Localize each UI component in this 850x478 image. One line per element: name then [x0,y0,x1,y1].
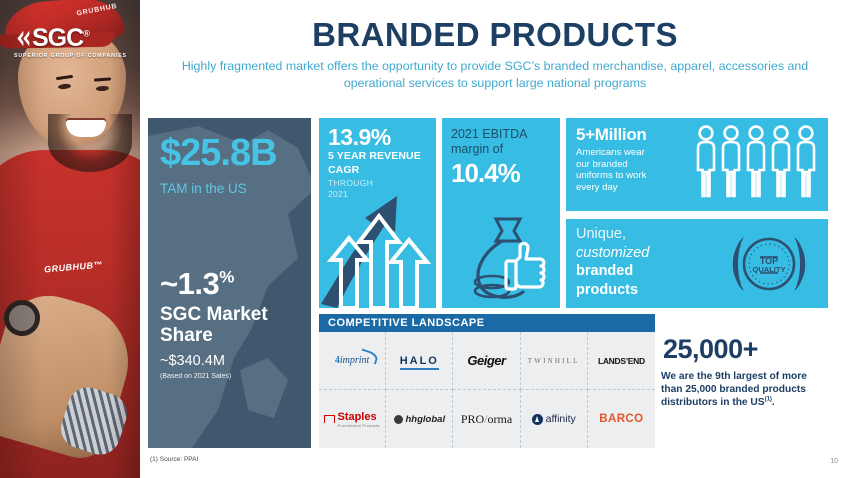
million-sub-line1: Americans wear [576,147,645,158]
logo-twinhill: TWINHILL [527,356,580,365]
competitor-logo-grid: 4imprint HALO Geiger TWINHILL LANDS’END … [319,332,655,448]
market-share-block: ~1.3% SGC Market Share ~$340.4M (Based o… [160,268,301,380]
distributors-footnote-marker: (1) [764,396,772,403]
ebitda-value: 10.4% [451,157,521,188]
share-value: ~1.3% [160,266,234,301]
logo-geiger: Geiger [467,353,506,368]
million-text-block: 5+Million Americans wear our branded uni… [576,126,691,193]
distributors-text: We are the 9th largest of more than 25,0… [661,370,828,409]
page-title: BRANDED PRODUCTS [312,16,678,53]
share-note: (Based on 2021 Sales) [160,372,232,380]
photo-smile [66,120,106,137]
competitor-cell-staples: Staples Promotional Products [319,390,387,448]
staples-bracket-icon [324,415,336,423]
logo-proforma: PRO/orma [460,411,513,426]
unique-line2: customized [576,244,650,261]
logo-affinity: affinity [531,413,576,425]
tile-competitive-landscape: COMPETITIVE LANDSCAPE 4imprint HALO Geig… [319,314,655,448]
money-bag-thumbs-up-icon [473,217,546,299]
logo-4imprint: 4imprint [335,348,380,366]
cagr-value: 13.9% [328,124,391,150]
competitor-cell-twinhill: TWINHILL [520,332,588,390]
cagr-label-line1: 5 YEAR REVENUE [328,150,421,162]
competitor-cell-4imprint: 4imprint [319,332,387,390]
tam-value: $25.8B [160,132,278,174]
page-subtitle: Highly fragmented market offers the oppo… [181,59,809,90]
unique-text-block: Unique, customized branded products [576,225,711,299]
sgc-chevron-icon [14,30,31,47]
distributors-text-line2: than 25,000 branded products [661,384,806,396]
five-people-icon [696,125,816,198]
cagr-label-line4: 2021 [328,188,349,199]
tile-unique-products: Unique, customized branded products TOP … [566,219,828,308]
affinity-mark-icon [531,413,543,425]
hero-photo: GRUBHUB™ GRUBHUB [0,0,140,478]
page-number: 10 [830,458,838,465]
growth-arrows-icon [321,196,432,308]
staples-subtext: Promotional Products [337,422,380,428]
logo-registered-mark: ® [83,28,90,39]
cagr-label-line2: CAGR [328,163,360,176]
competitor-cell-hhglobal: hhglobal [386,390,454,448]
tile-tam: $25.8B TAM in the US ~1.3% SGC Market Sh… [148,118,311,448]
logo-tagline: SUPERIOR GROUP OF COMPANIES [14,53,127,59]
share-dollar-value: ~$340.4M [160,352,225,369]
logo-wordmark: SGC® [32,24,90,52]
unique-line4: products [576,281,639,298]
million-sub-line2: our branded [576,158,628,170]
tam-label: TAM in the US [160,181,247,196]
million-sub: Americans wear our branded uniforms to w… [576,147,691,193]
competitor-cell-halo: HALO [386,332,454,390]
share-label-line2: Share [160,325,213,347]
infographic-grid: $25.8B TAM in the US ~1.3% SGC Market Sh… [148,118,828,448]
competitor-cell-landsend: LANDS’END [587,332,655,390]
footnote: (1) Source: PPAI [150,456,199,463]
logo-halo: HALO [399,354,440,370]
competitor-cell-affinity: affinity [521,390,588,448]
tam-block: $25.8B TAM in the US [148,118,311,196]
share-label-line1: SGC Market [160,304,268,325]
logo-landsend: LANDS’END [597,355,645,366]
competitive-landscape-header: COMPETITIVE LANDSCAPE [319,314,655,332]
tile-americans: 5+Million Americans wear our branded uni… [566,118,828,211]
distributors-text-line1: We are the 9th largest of more [661,371,807,382]
logo-staples: Staples Promotional Products [324,411,380,428]
ebitda-label-line1: 2021 EBITDA [451,127,528,141]
ebitda-label-line2: margin of [451,142,504,157]
badge-line1-text: TOP [760,256,778,266]
tile-distributors: 25,000+ We are the 9th largest of more t… [661,314,828,448]
slide-header: BRANDED PRODUCTS Highly fragmented marke… [140,0,850,91]
us-map-icon [148,126,311,448]
share-label: SGC Market Share [160,304,301,347]
tile-ebitda: 2021 EBITDA margin of 10.4% [442,118,560,308]
badge-line2-text: QUALITY [753,265,786,274]
tile-cagr: 13.9% 5 YEAR REVENUE CAGR THROUGH 2021 [319,118,436,308]
competitor-cell-geiger: Geiger [453,332,521,390]
logo-main-row: SGC® [14,26,127,51]
distributors-value: 25,000+ [663,334,758,364]
competitor-cell-barco: BARCO [588,390,655,448]
share-percent-sign: % [219,267,234,287]
unique-line1: Unique, [576,226,626,242]
cagr-label-line3: THROUGH [328,177,374,188]
hhglobal-mark-icon [393,414,403,424]
million-value: 5+Million [576,125,647,144]
sgc-logo: SGC® SUPERIOR GROUP OF COMPANIES [14,26,127,60]
million-sub-line3: uniforms to work [576,170,647,181]
unique-line3: branded [576,263,634,280]
competitor-cell-proforma: PRO/orma [453,390,521,448]
photo-vignette [0,0,140,478]
top-quality-badge-icon: TOP QUALITY [732,237,806,291]
million-sub-line4: every day [576,181,618,193]
distributors-text-line3: distributors in the US(1). [661,396,775,409]
logo-barco: BARCO [599,413,644,425]
logo-hhglobal: hhglobal [393,414,445,425]
